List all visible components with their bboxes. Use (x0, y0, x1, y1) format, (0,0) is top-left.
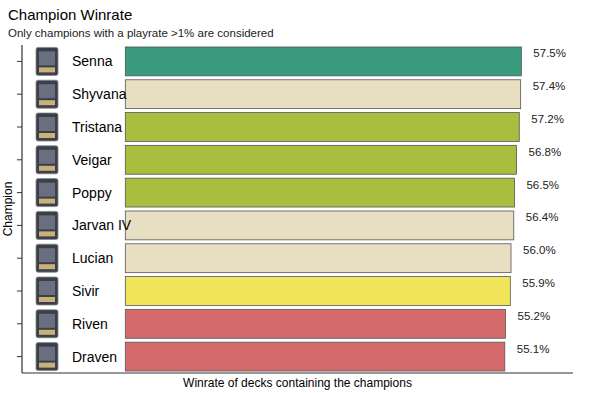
y-tick (17, 291, 22, 292)
icon-band (39, 297, 55, 302)
data-label: 57.2% (531, 113, 564, 125)
champion-icon (36, 113, 58, 141)
category-label: Lucian (72, 250, 113, 266)
champion-icon (36, 343, 58, 371)
bar (125, 145, 516, 174)
bar (125, 309, 505, 338)
icon-frame (36, 47, 58, 75)
x-axis-title: Winrate of decks containing the champion… (183, 376, 412, 390)
champion-icon (36, 179, 58, 207)
champion-icon (36, 244, 58, 272)
y-tick (17, 356, 22, 357)
x-axis-line (22, 372, 573, 373)
data-labels: 57.5% 57.4% 57.2% 56.8% 56.5% 56.4% 56.0% 55.9%… (517, 47, 566, 354)
data-label: 57.5% (533, 47, 566, 59)
icon-band (39, 100, 55, 105)
icon-frame (36, 80, 58, 108)
y-axis-line (21, 45, 22, 373)
bar (125, 47, 521, 76)
data-label: 56.4% (526, 211, 559, 223)
icon-band (39, 264, 55, 269)
bar (125, 244, 511, 273)
data-label: 56.5% (526, 179, 559, 191)
icon-art (39, 84, 55, 98)
y-tick (17, 61, 22, 62)
category-label: Veigar (72, 152, 112, 168)
icon-frame (36, 277, 58, 305)
icon-art (39, 281, 55, 295)
bar (125, 211, 513, 240)
category-label: Shyvana (72, 86, 127, 102)
y-tick (17, 323, 22, 324)
y-axis-title: Champion (1, 182, 15, 237)
bar (125, 178, 514, 207)
data-label: 55.1% (517, 343, 550, 355)
icon-band (39, 363, 55, 368)
bars (125, 47, 521, 371)
bar (125, 342, 505, 371)
icon-art (39, 117, 55, 131)
title: Champion Winrate (8, 6, 132, 23)
data-label: 56.8% (529, 146, 562, 158)
data-label: 55.9% (522, 277, 555, 289)
icon-art (39, 248, 55, 262)
icon-art (39, 51, 55, 65)
category-label: Senna (72, 53, 113, 69)
icon-art (39, 215, 55, 229)
icon-band (39, 199, 55, 204)
bar (125, 113, 519, 142)
icon-frame (36, 244, 58, 272)
icon-art (39, 347, 55, 361)
icon-band (39, 67, 55, 72)
category-label: Tristana (72, 119, 122, 135)
icon-frame (36, 310, 58, 338)
y-tick (17, 159, 22, 160)
icon-frame (36, 113, 58, 141)
y-tick (17, 192, 22, 193)
champion-icon (36, 47, 58, 75)
y-tick (17, 94, 22, 95)
icon-band (39, 166, 55, 171)
icon-frame (36, 211, 58, 239)
subtitle: Only champions with a playrate >1% are c… (8, 27, 274, 39)
icon-frame (36, 179, 58, 207)
category-label: Draven (72, 349, 117, 365)
icon-art (39, 183, 55, 197)
icon-frame (36, 343, 58, 371)
champion-icon (36, 146, 58, 174)
data-label: 55.2% (518, 310, 551, 322)
y-tick (17, 225, 22, 226)
data-label: 56.0% (523, 244, 556, 256)
category-label: Riven (72, 316, 108, 332)
data-label: 57.4% (533, 80, 566, 92)
bar (125, 80, 520, 109)
category-label: Poppy (72, 185, 112, 201)
icon-art (39, 314, 55, 328)
category-labels: Senna Shyvana Tristana Veigar Poppy Jarvan IV… (36, 47, 132, 370)
bar (125, 277, 510, 306)
champion-icon (36, 277, 58, 305)
champion-icon (36, 211, 58, 239)
icon-band (39, 231, 55, 236)
champion-icon (36, 80, 58, 108)
icon-art (39, 150, 55, 164)
icon-frame (36, 146, 58, 174)
category-label: Jarvan IV (72, 217, 132, 233)
y-tick (17, 127, 22, 128)
icon-band (39, 133, 55, 138)
champion-icon (36, 310, 58, 338)
y-tick (17, 258, 22, 259)
icon-band (39, 330, 55, 335)
chart: Champion Winrate Only champions with a pl… (0, 0, 589, 393)
category-label: Sivir (72, 283, 100, 299)
